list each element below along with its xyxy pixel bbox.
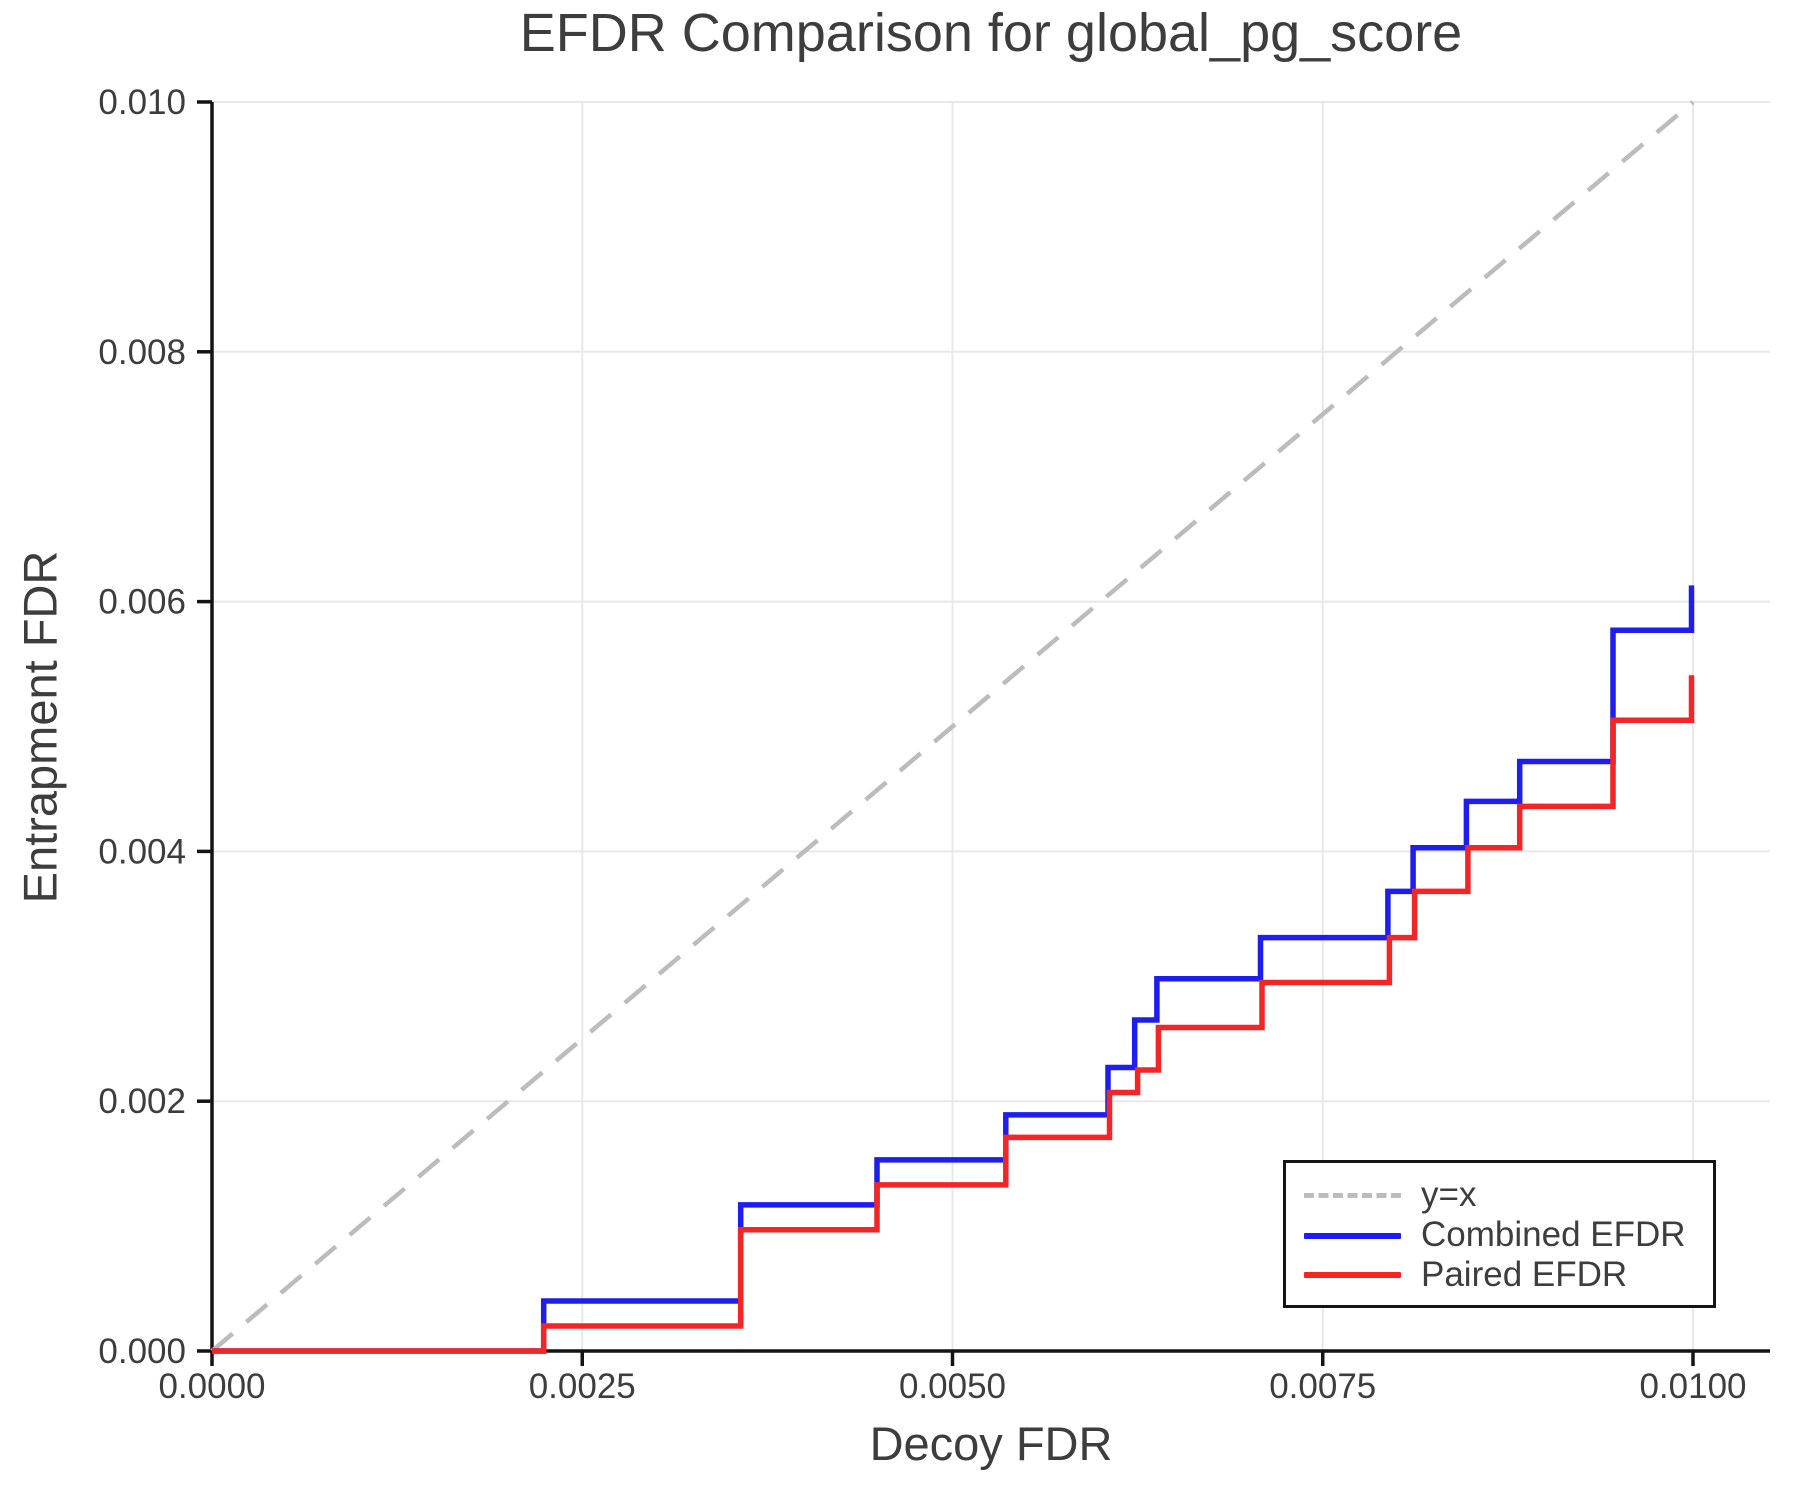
y-tick-label: 0.002 xyxy=(98,1082,186,1121)
y-tick-label: 0.006 xyxy=(98,583,186,622)
y-tick-label: 0.004 xyxy=(98,832,186,871)
chart-title: EFDR Comparison for global_pg_score xyxy=(519,3,1463,63)
x-tick-label: 0.0025 xyxy=(529,1367,636,1406)
combined-efdr-line xyxy=(212,585,1695,1354)
paired-efdr-line xyxy=(212,675,1695,1354)
legend-entry-paired: Paired EFDR xyxy=(1304,1255,1697,1295)
x-tick-label: 0.0050 xyxy=(899,1367,1006,1406)
legend-combined-line-sample xyxy=(1304,1232,1401,1239)
legend-label: y=x xyxy=(1421,1175,1477,1215)
legend-dashed-line-sample xyxy=(1304,1193,1401,1199)
legend-entry-combined: Combined EFDR xyxy=(1304,1216,1697,1256)
legend-label: Paired EFDR xyxy=(1421,1254,1628,1294)
x-axis-label: Decoy FDR xyxy=(869,1417,1113,1470)
y-tick-label: 0.000 xyxy=(98,1332,186,1371)
legend-label: Combined EFDR xyxy=(1421,1215,1686,1255)
x-tick-label: 0.0075 xyxy=(1269,1367,1376,1406)
y-axis-label: Entrapment FDR xyxy=(13,550,67,904)
x-tick-label: 0.0100 xyxy=(1639,1367,1746,1406)
y-tick-label: 0.010 xyxy=(98,83,186,122)
y-tick-label: 0.008 xyxy=(98,333,186,372)
x-tick-label: 0.0000 xyxy=(158,1367,265,1406)
legend-entry-identity: y=x xyxy=(1304,1176,1697,1216)
identity-line xyxy=(210,100,1695,1353)
legend: y=x Combined EFDR Paired EFDR xyxy=(1283,1160,1716,1308)
legend-paired-line-sample xyxy=(1304,1272,1401,1279)
